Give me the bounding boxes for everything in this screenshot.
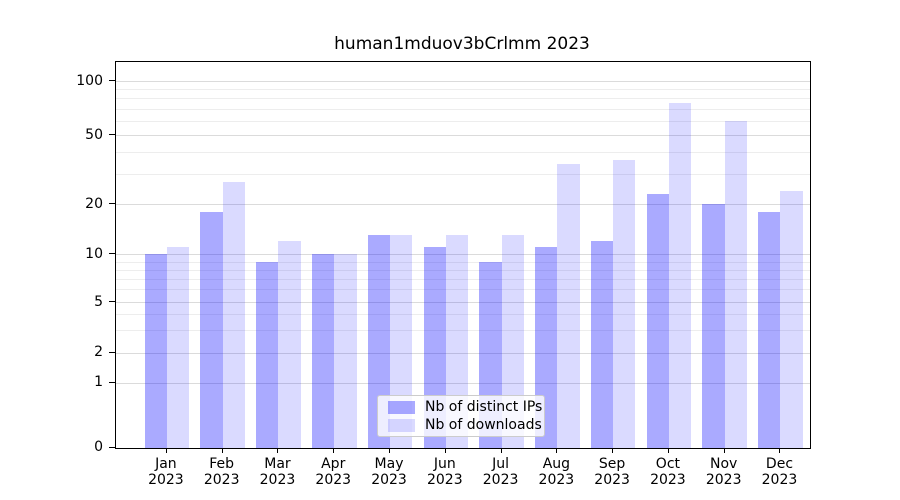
y-tick-100: [109, 80, 115, 81]
gridline-20: [116, 204, 810, 206]
gridline-70: [116, 108, 810, 110]
x-tick-label-mar: Mar 2023: [259, 456, 296, 488]
bar-distinct-ips-dec: [758, 211, 781, 448]
bar-distinct-ips-mar: [256, 261, 279, 448]
legend-label-distinct-ips: Nb of distinct IPs: [425, 399, 543, 415]
gridline-4: [116, 314, 810, 316]
bar-downloads-jul: [501, 235, 524, 448]
legend-item-distinct-ips: Nb of distinct IPs: [378, 399, 544, 415]
y-tick-10: [109, 253, 115, 255]
bar-distinct-ips-feb: [200, 211, 223, 448]
legend-label-downloads: Nb of downloads: [425, 417, 542, 433]
bar-distinct-ips-oct: [646, 193, 669, 448]
gridline-5: [116, 302, 810, 303]
x-tick-label-nov: Nov 2023: [705, 456, 742, 488]
gridline-10: [116, 254, 810, 256]
y-tick-label-10: 10: [85, 245, 103, 262]
gridline-7: [116, 278, 810, 280]
y-tick-50: [109, 134, 115, 135]
gridline-40: [116, 151, 810, 153]
y-tick-label-5: 5: [94, 293, 103, 310]
bar-downloads-mar: [278, 241, 301, 448]
y-tick-2: [109, 351, 115, 353]
bar-downloads-jun: [445, 235, 469, 448]
bar-downloads-dec: [780, 190, 803, 448]
bar-downloads-nov: [724, 120, 747, 448]
legend: Nb of distinct IPs Nb of downloads: [377, 395, 545, 437]
plot-area: [115, 61, 811, 449]
gridline-50: [116, 135, 810, 136]
y-tick-label-20: 20: [85, 195, 103, 212]
x-tick-oct: [667, 448, 669, 453]
legend-swatch-downloads: [388, 418, 415, 432]
x-tick-nov: [723, 448, 725, 453]
bar-downloads-jan: [166, 247, 190, 448]
x-tick-aug: [556, 448, 558, 453]
x-tick-label-oct: Oct 2023: [650, 456, 686, 488]
bar-distinct-ips-may: [367, 235, 391, 448]
gridline-9: [116, 261, 810, 263]
gridline-2: [116, 352, 810, 354]
y-tick-label-2: 2: [94, 344, 103, 360]
y-tick-1: [109, 381, 115, 383]
x-tick-sep: [612, 448, 614, 453]
gridline-8: [116, 269, 810, 271]
bar-distinct-ips-jan: [144, 254, 167, 448]
x-tick-label-feb: Feb 2023: [203, 456, 240, 488]
bar-downloads-sep: [613, 159, 636, 448]
x-tick-label-jul: Jul 2023: [482, 456, 519, 488]
gridline-3: [116, 330, 810, 332]
gridline-80: [116, 98, 810, 100]
y-tick-0: [109, 446, 115, 448]
x-tick-label-apr: Apr 2023: [315, 456, 352, 488]
gridline-100: [116, 81, 810, 82]
x-tick-jan: [165, 448, 167, 453]
y-tick-label-1: 1: [94, 374, 103, 390]
bar-distinct-ips-nov: [702, 204, 725, 448]
x-tick-may: [389, 448, 391, 453]
y-tick-5: [109, 301, 115, 302]
y-tick-label-50: 50: [85, 126, 103, 143]
x-tick-apr: [333, 448, 335, 453]
bar-downloads-apr: [334, 254, 357, 448]
legend-item-downloads: Nb of downloads: [378, 417, 544, 433]
bar-distinct-ips-sep: [590, 241, 614, 448]
x-tick-label-dec: Dec 2023: [761, 456, 798, 488]
gridline-6: [116, 289, 810, 291]
gridline-60: [116, 120, 810, 122]
gridline-30: [116, 173, 810, 175]
bar-distinct-ips-apr: [311, 254, 335, 448]
legend-swatch-distinct-ips: [388, 400, 415, 414]
x-tick-label-may: May 2023: [371, 456, 407, 488]
bar-downloads-oct: [668, 103, 692, 448]
bar-downloads-aug: [557, 164, 580, 448]
x-tick-feb: [221, 448, 223, 453]
x-tick-jul: [500, 448, 502, 453]
x-tick-dec: [779, 448, 781, 453]
x-tick-jun: [444, 448, 446, 453]
y-tick-label-0: 0: [94, 439, 103, 456]
y-tick-label-100: 100: [76, 72, 103, 89]
x-tick-label-jan: Jan 2023: [148, 456, 184, 488]
x-tick-label-sep: Sep 2023: [594, 456, 630, 488]
bar-downloads-feb: [222, 181, 245, 448]
x-tick-label-aug: Aug 2023: [538, 456, 575, 488]
gridline-90: [116, 89, 810, 91]
y-tick-20: [109, 203, 115, 205]
x-tick-mar: [277, 448, 279, 453]
gridline-1: [116, 382, 810, 384]
bar-downloads-may: [390, 235, 413, 448]
x-tick-label-jun: Jun 2023: [426, 456, 463, 488]
chart-title: human1mduov3bCrlmm 2023: [334, 34, 590, 54]
